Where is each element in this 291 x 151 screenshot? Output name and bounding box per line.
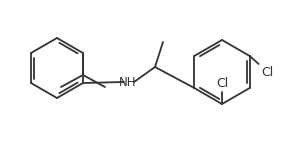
Text: Cl: Cl	[216, 77, 228, 90]
Text: NH: NH	[119, 76, 137, 88]
Text: Cl: Cl	[262, 66, 274, 79]
